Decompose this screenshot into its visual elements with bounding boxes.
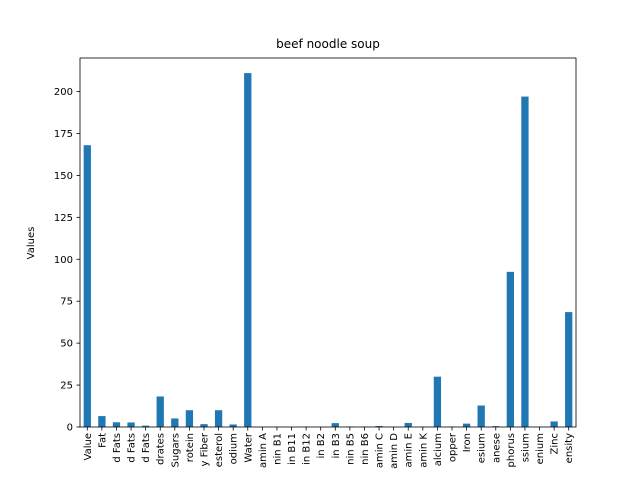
x-tick-label: anese (491, 433, 502, 463)
bar-33 (565, 312, 573, 427)
chart-title: beef noodle soup (276, 37, 380, 51)
bar-9 (214, 410, 223, 427)
y-tick-label: 150 (54, 171, 73, 182)
bar-11 (244, 73, 252, 427)
x-tick-label: amin E (404, 433, 415, 467)
y-axis-ticks: 0 25 50 75 100 125 150 175 200 (54, 87, 80, 434)
x-tick-label: Fat (97, 433, 108, 448)
bar-32 (550, 421, 558, 427)
x-tick-label: ssium (520, 433, 531, 462)
bar-2 (112, 422, 121, 427)
bar-26 (462, 423, 471, 427)
bar-28 (492, 426, 500, 427)
x-tick-label: d Fats (112, 433, 123, 463)
bar-30 (521, 96, 529, 427)
y-tick-label: 100 (54, 255, 73, 266)
bar-7 (185, 410, 194, 427)
y-tick-label: 50 (60, 339, 73, 350)
x-tick-label: Value (83, 433, 94, 460)
x-tick-label: enium (535, 433, 546, 464)
bar-29 (506, 271, 514, 427)
y-tick-label: 125 (54, 213, 73, 224)
x-tick-label: amin A (258, 433, 269, 468)
x-tick-label: Water (243, 432, 254, 462)
x-tick-label: nin B5 (345, 433, 356, 465)
x-tick-label: alcium (433, 433, 444, 466)
x-tick-label: esium (477, 433, 488, 463)
y-tick-label: 25 (60, 381, 73, 392)
x-axis-ticks: Value Fat d Fats d Fats d Fats drates Sugars ro… (83, 427, 575, 469)
x-tick-label: odium (229, 433, 240, 464)
x-tick-label: in B12 (302, 433, 313, 465)
bar-27 (477, 405, 485, 427)
bars-group (83, 73, 573, 427)
x-tick-label: nin B6 (360, 433, 371, 465)
y-tick-label: 175 (54, 129, 73, 140)
x-tick-label: d Fats (127, 433, 138, 463)
x-tick-label: nin B1 (272, 433, 283, 465)
y-tick-label: 200 (54, 87, 73, 98)
x-tick-label: drates (156, 433, 167, 465)
x-tick-label: in B2 (316, 433, 327, 459)
x-tick-label: ensity (564, 433, 575, 463)
plot-frame (79, 57, 577, 428)
bar-3 (127, 422, 135, 427)
bar-1 (98, 416, 106, 427)
x-tick-label: Sugars (170, 433, 181, 467)
bar-20 (375, 425, 383, 427)
bar-6 (171, 418, 179, 427)
x-tick-label: in B3 (331, 433, 342, 459)
x-tick-label: phorus (506, 433, 517, 467)
x-tick-label: d Fats (141, 433, 152, 463)
bar-24 (433, 376, 442, 427)
bar-8 (200, 424, 208, 427)
x-tick-label: opper (448, 432, 459, 462)
y-tick-label: 0 (67, 423, 73, 434)
x-tick-label: in B11 (287, 433, 298, 465)
x-tick-label: Iron (462, 433, 473, 452)
bar-17 (331, 423, 339, 427)
x-tick-label: Zinc (550, 433, 561, 454)
bar-0 (83, 145, 91, 427)
x-tick-label: y Fiber (200, 432, 211, 466)
y-axis-label: Values (26, 227, 37, 260)
x-tick-label: amin D (389, 433, 400, 469)
y-tick-label: 75 (60, 297, 73, 308)
x-tick-label: rotein (185, 433, 196, 462)
bar-5 (156, 396, 164, 427)
bar-10 (229, 424, 237, 427)
x-tick-label: esterol (214, 433, 225, 467)
x-tick-label: amin K (418, 433, 429, 468)
x-tick-label: amin C (375, 433, 386, 468)
bar-4 (142, 425, 150, 427)
bar-22 (404, 422, 412, 427)
